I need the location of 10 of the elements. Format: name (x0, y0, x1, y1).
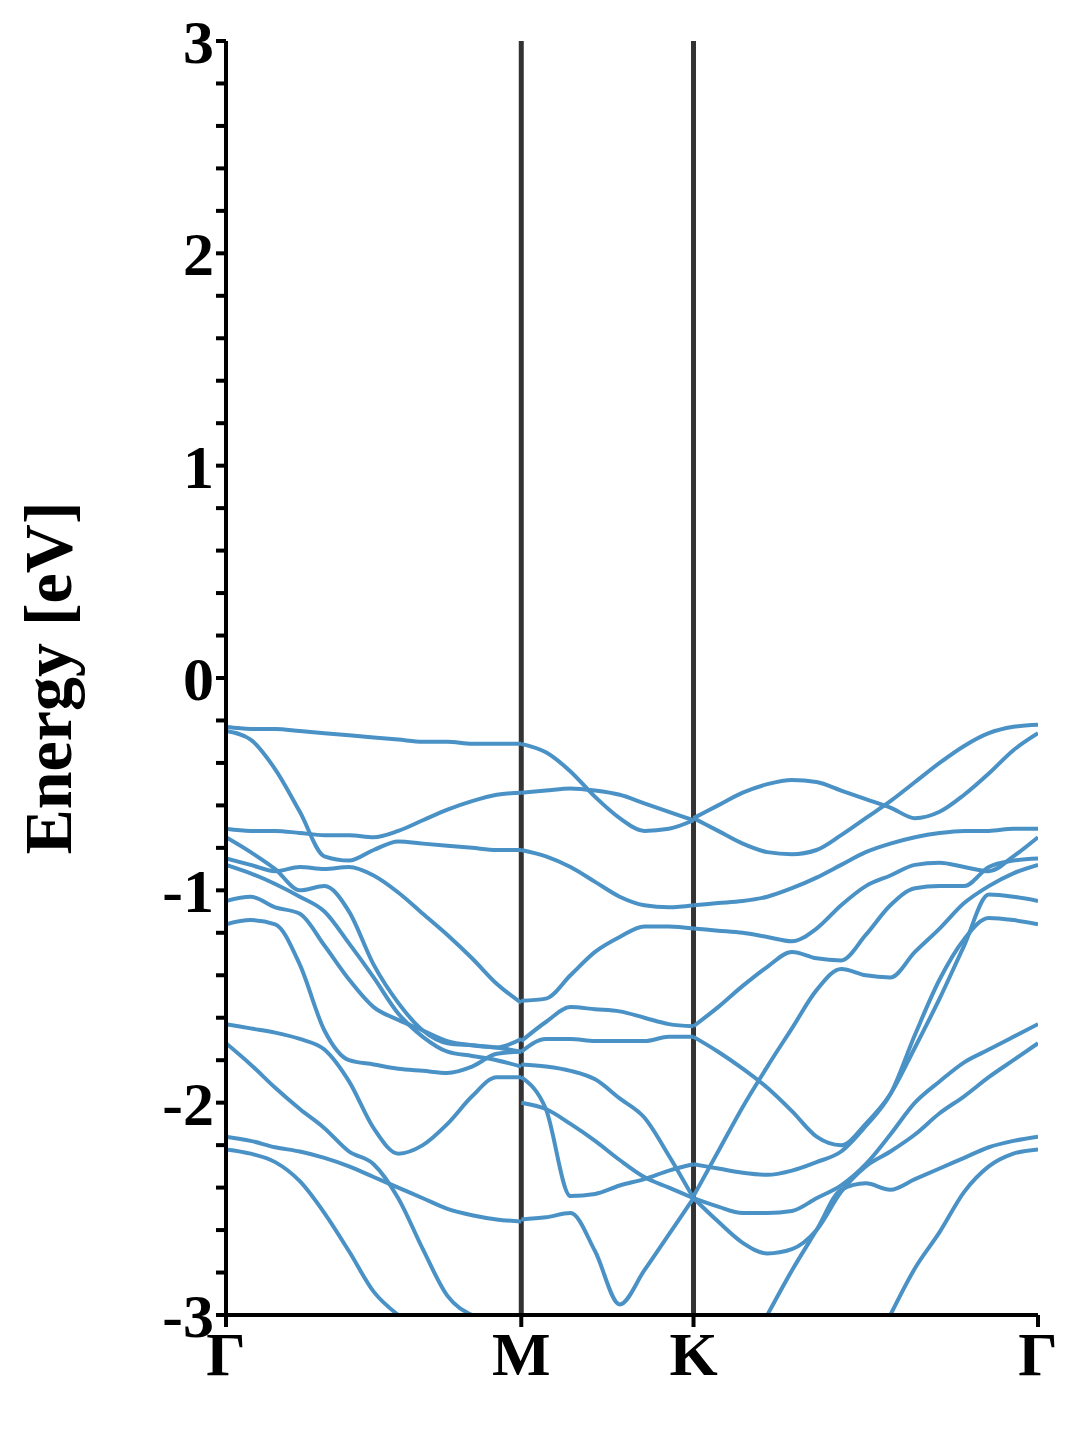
y-tick-label: 2 (183, 220, 214, 289)
y-tick-label: 3 (183, 8, 214, 77)
x-tick-label: Γ (1018, 1320, 1058, 1389)
x-tick-label: K (669, 1320, 718, 1389)
x-tick-label: M (492, 1320, 551, 1389)
y-tick-label: 1 (183, 432, 214, 501)
y-axis-title: Energy [eV] (10, 501, 86, 855)
y-tick-label: -1 (162, 857, 214, 926)
y-tick-label: -2 (162, 1069, 214, 1138)
y-tick-label: 0 (183, 645, 214, 714)
